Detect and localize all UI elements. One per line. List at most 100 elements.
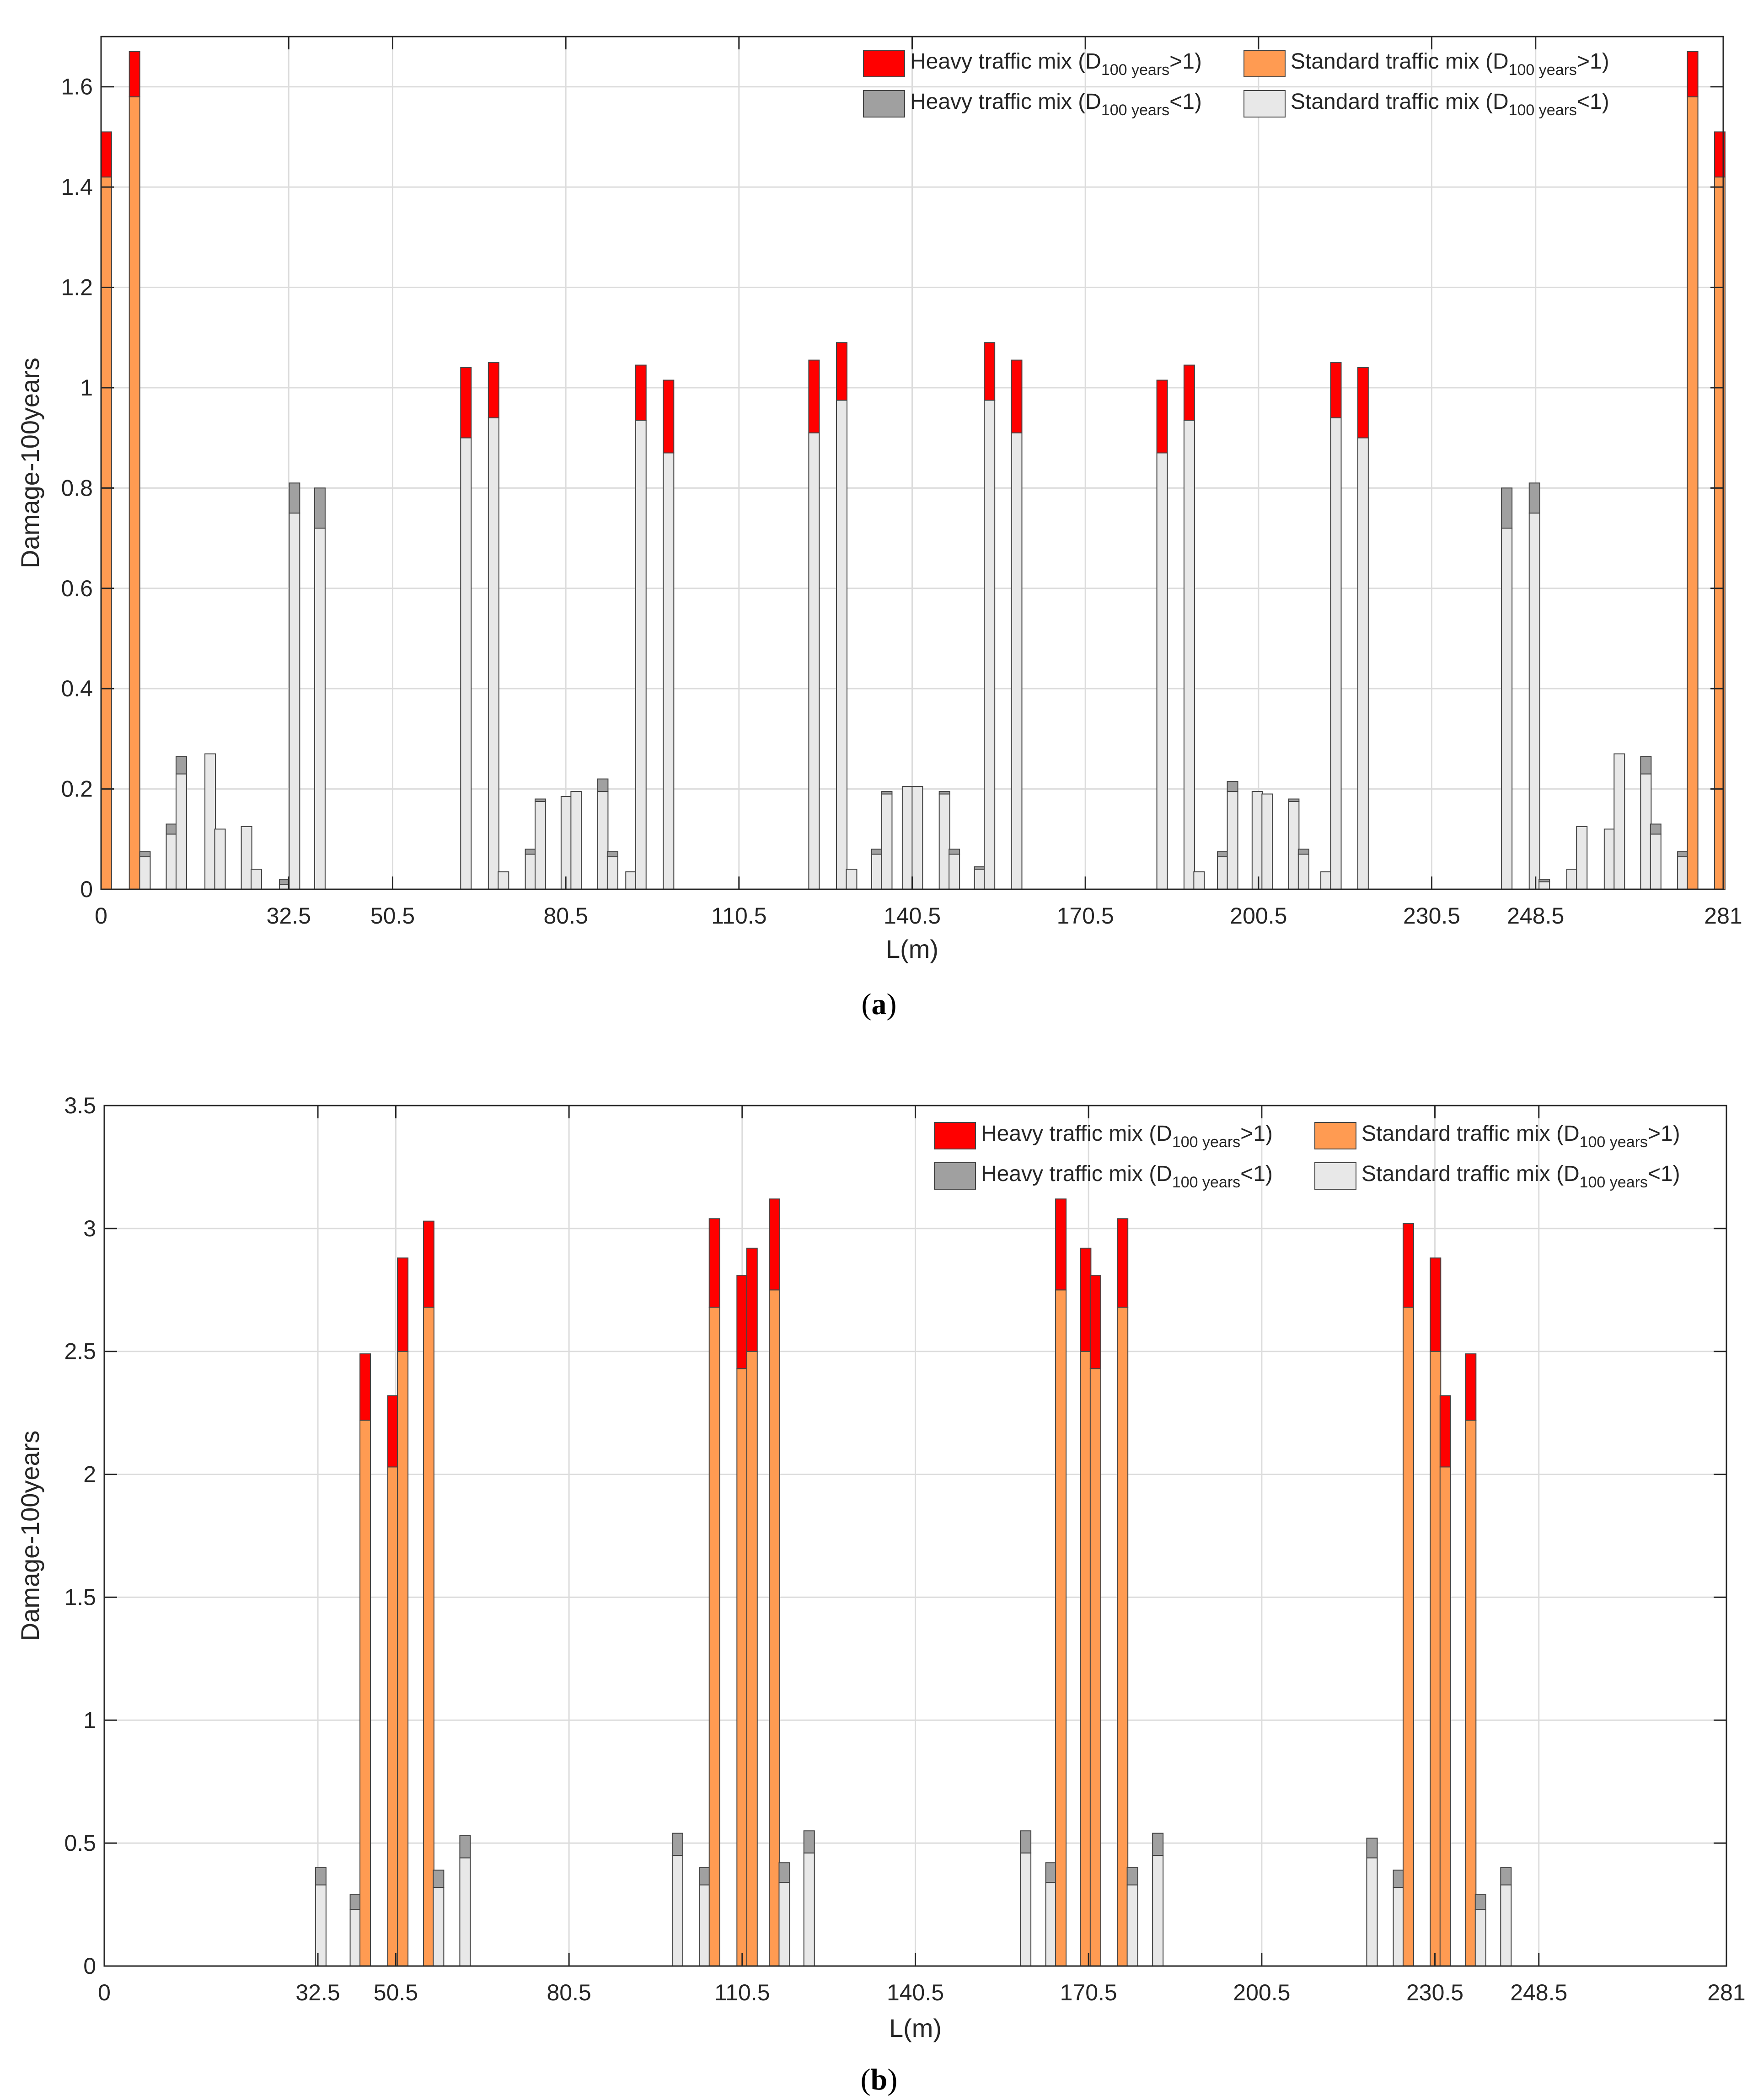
bar-heavy-segment [1183,364,1195,421]
bar-heavy-segment [459,1835,471,1859]
bar-heavy-segment [1055,1198,1067,1291]
bar-standard-segment [871,854,883,890]
bar-heavy-segment [1538,879,1550,882]
bar-standard-segment [949,854,960,890]
bar-heavy-segment [984,342,996,401]
bar-heavy-segment [1357,367,1369,438]
bar-heavy-segment [606,851,618,857]
bar-standard-segment [984,400,996,890]
bar-standard-segment [803,1852,815,1966]
legend-swatch-standard-over [1243,50,1286,77]
bar-heavy-segment [1402,1223,1414,1308]
bar-heavy-segment [635,364,647,421]
bar-standard-segment [1126,1884,1138,1966]
bar-standard-segment [736,1368,748,1966]
bar-standard-segment [1465,1420,1477,1966]
legend-label-heavy-under: Heavy traffic mix (D100 years<1) [910,90,1202,119]
bar-heavy-segment [1687,51,1699,97]
chart-panel-b: 0 0.5 1 1.5 2 2.5 3 3.5 0 32.5 50.5 80.5 110.5 140.5 1… [16,1093,1746,2042]
legend-label-standard-under: Standard traffic mix (D100 years<1) [1361,1162,1680,1191]
legend-label-standard-over: Standard traffic mix (D100 years>1) [1361,1122,1680,1151]
bar-heavy-segment [1297,849,1309,855]
bar-heavy-segment [289,482,300,514]
bar-heavy-segment [871,849,883,855]
bar-standard-segment [1045,1882,1057,1967]
bar-standard-segment [769,1289,781,1966]
bar-heavy-segment [1011,359,1023,433]
bar-standard-segment [397,1351,409,1967]
bar-standard-segment [1251,791,1263,890]
bar-heavy-segment [1430,1257,1442,1352]
caption-b: (b) [861,2063,898,2096]
bar-standard-segment [460,437,472,890]
bar-standard-segment [1080,1351,1092,1967]
bar-standard-segment [433,1886,445,1967]
bar-heavy-segment [938,791,950,795]
bar-heavy-segment [397,1257,409,1352]
x-tick-label: 50.5 [370,903,415,929]
bar-standard-segment [1430,1351,1442,1967]
y-tick-label: 3.5 [64,1093,96,1118]
x-tick-label: 140.5 [887,1980,944,2005]
bar-standard-segment [808,432,820,890]
x-tick-label: 80.5 [547,1980,591,2005]
bar-heavy-segment [671,1833,683,1856]
x-tick-label: 200.5 [1233,1980,1290,2005]
bar-standard-segment [1357,437,1369,890]
bar-heavy-segment [175,756,187,775]
y-tick-label: 1.4 [61,174,93,200]
bar-heavy-segment [1156,379,1168,454]
bar-heavy-segment [974,866,986,870]
x-tick-label: 110.5 [711,903,766,929]
bar-standard-segment [836,400,848,890]
bar-heavy-segment [808,359,820,433]
legend-label-heavy-under: Heavy traffic mix (D100 years<1) [981,1162,1273,1191]
bar-standard-segment [1613,753,1625,890]
bar-heavy-segment [488,362,499,418]
bar-standard-segment [1576,826,1588,890]
legend-label-heavy-over: Heavy traffic mix (D100 years>1) [910,49,1202,79]
bar-standard-segment [938,793,950,890]
bar-heavy-segment [1439,1395,1451,1468]
legend-label-standard-under: Standard traffic mix (D100 years<1) [1291,90,1609,119]
x-tick-label: 230.5 [1403,903,1460,929]
bar-standard-segment [1439,1466,1451,1966]
x-tick-label: 32.5 [295,1980,340,2005]
bar-standard-segment [214,828,226,890]
y-tick-label: 0 [80,876,93,902]
bar-standard-segment [663,452,675,890]
bar-standard-segment [671,1855,683,1966]
bar-standard-segment [1393,1886,1404,1967]
bar-standard-segment [100,176,112,890]
bar-standard-segment [635,420,647,890]
bar-heavy-segment [129,51,140,97]
bar-standard-segment [1089,1368,1101,1966]
bar-standard-segment [498,871,509,890]
x-tick-label: 248.5 [1507,903,1564,929]
y-tick-label: 1 [83,1707,96,1733]
bar-standard-segment [570,791,582,890]
bar-heavy-segment [535,798,547,802]
bar-standard-segment [289,513,300,890]
y-tick-label: 0.2 [61,776,93,802]
bar-heavy-segment [778,1862,790,1883]
bar-heavy-segment [359,1353,371,1421]
bar-heavy-segment [1117,1218,1129,1308]
bar-standard-segment [139,856,151,890]
y-tick-label: 3 [83,1216,96,1241]
bar-standard-segment [251,869,263,890]
chart-panel-a: 0 0.2 0.4 0.6 0.8 1 1.2 1.4 1.6 0 32.5 50.5 80.5 110.… [16,36,1742,963]
legend-swatch-heavy-under [863,90,905,118]
bar-heavy-segment [387,1395,399,1468]
y-tick-label: 0.8 [61,475,93,501]
x-axis-label: L(m) [889,2014,942,2042]
bar-standard-segment [778,1882,790,1967]
y-tick-label: 2 [83,1462,96,1487]
bar-heavy-segment [769,1198,781,1291]
bar-heavy-segment [1500,1867,1512,1886]
bar-standard-segment [315,1884,327,1966]
bar-standard-segment [349,1909,361,1966]
bar-heavy-segment [525,849,536,855]
bar-standard-segment [314,528,326,890]
